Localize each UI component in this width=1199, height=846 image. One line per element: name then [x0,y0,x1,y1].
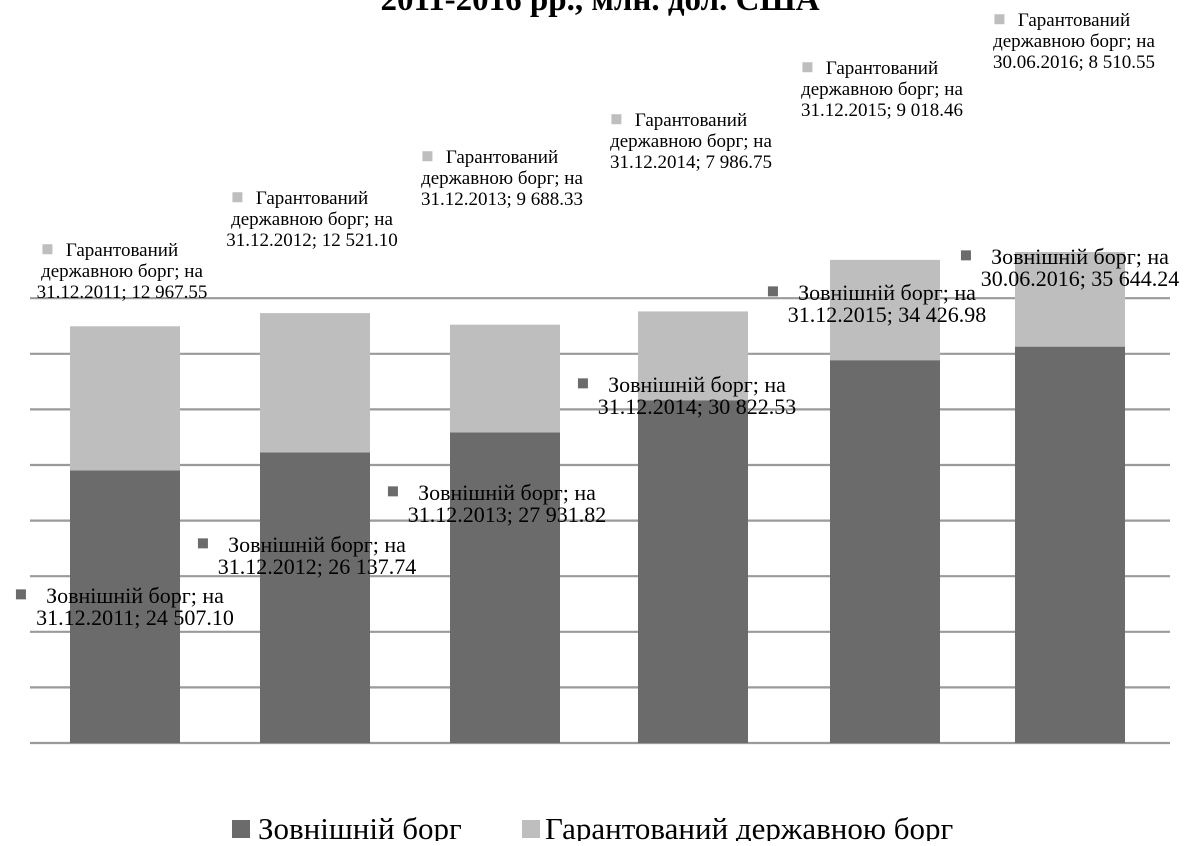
data-label-text: Гарантований [256,188,368,209]
data-label-key [994,14,1005,25]
data-label-text: Гарантований [446,147,558,168]
bars [70,251,1125,743]
data-label-text: 30.06.2016; 8 510.55 [993,52,1155,73]
data-label-key [232,192,243,203]
data-label-key [197,538,208,549]
data-label-text: 31.12.2013; 9 688.33 [421,189,583,210]
data-label-text: 31.12.2011; 12 967.55 [37,282,208,303]
data-label-text: Зовнішній борг; на [418,480,596,505]
data-label-text: Гарантований [1018,10,1130,31]
bar-guaranteed-debt [830,259,940,361]
data-label-text: 31.12.2015; 9 018.46 [801,100,963,121]
bar-external-debt [260,452,370,743]
data-label-text: державною борг; на [801,79,963,100]
data-label-text: 30.06.2016; 35 644.24 [981,266,1180,291]
data-label-text: державною борг; на [41,261,203,282]
data-label-key [15,589,26,600]
data-label-text: 31.12.2012; 12 521.10 [226,230,398,251]
data-label-text: Гарантований [635,110,747,131]
bar-external-debt [70,470,180,743]
data-label-text: Зовнішній борг; на [228,532,406,557]
data-label-text: Зовнішній борг; на [608,372,786,397]
bar-external-debt [450,432,560,743]
data-label-key [767,286,778,297]
data-label-key [422,151,433,162]
legend-label: Зовнішній борг [258,811,462,841]
data-label-text: Зовнішній борг; на [798,280,976,305]
data-label-key [387,486,398,497]
data-label-text: Зовнішній борг; на [991,244,1169,269]
data-label-text: державною борг; на [993,31,1155,52]
data-label-key [42,244,53,255]
legend-item: Зовнішній борг [232,811,462,846]
legend-label: Гарантований державною борг [545,811,953,841]
data-label-key [960,250,971,261]
data-label-text: Гарантований [826,58,938,79]
legend: Зовнішній борг Гарантований державною бор… [232,811,953,846]
data-label-text: 31.12.2014; 7 986.75 [610,152,772,173]
data-label-text: 31.12.2015; 34 426.98 [788,302,987,327]
bar-guaranteed-debt [1015,251,1125,347]
bar-external-debt [638,400,748,743]
bar-guaranteed-debt [260,313,370,453]
legend-key [522,820,540,838]
data-label-key [611,114,622,125]
legend-item: Гарантований державною борг [522,811,953,846]
bar-external-debt [830,360,940,743]
data-label-text: 31.12.2014; 30 822.53 [598,394,797,419]
data-label-text: державною борг; на [231,209,393,230]
data-label-text: 31.12.2013; 27 931.82 [408,502,607,527]
data-label-text: державною борг; на [610,131,772,152]
data-label-text: державною борг; на [421,168,583,189]
bar-external-debt [1015,346,1125,743]
data-label-text: Зовнішній борг; на [46,583,224,608]
gridlines [30,297,1170,745]
bar-guaranteed-debt [638,311,748,401]
data-label-text: 31.12.2011; 24 507.10 [36,605,234,630]
data-label-key [802,62,813,73]
chart-title: 2011-2016 рр., млн. дол. США [380,0,819,18]
data-label-text: 31.12.2012; 26 137.74 [218,554,417,579]
bar-guaranteed-debt [450,324,560,433]
data-label-key [577,378,588,389]
legend-key [232,820,250,838]
bar-guaranteed-debt [70,326,180,471]
data-label-text: Гарантований [66,240,178,261]
